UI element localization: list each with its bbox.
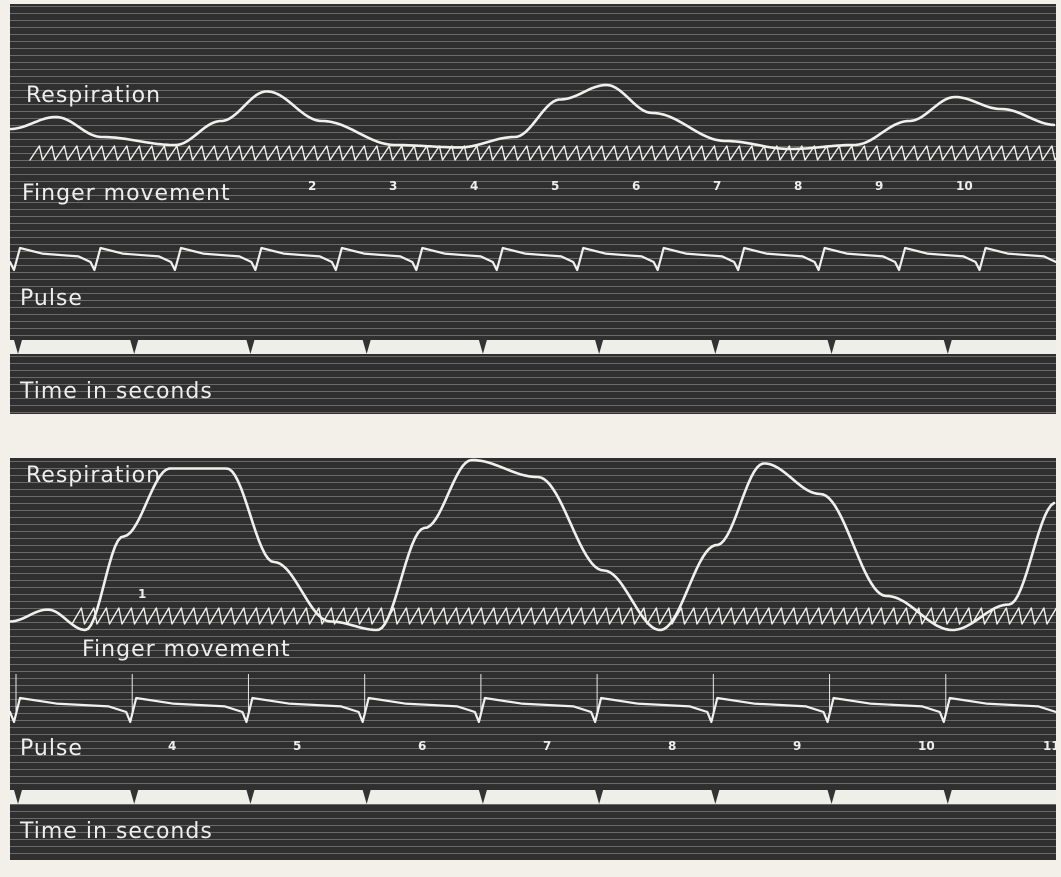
- second-marker: [711, 790, 720, 804]
- pulse-count-number: 11: [1043, 739, 1060, 753]
- second-marker: [14, 790, 22, 804]
- finger-movement-trace: [29, 145, 1061, 161]
- finger-movement-label: Finger movement: [82, 637, 291, 662]
- finger-count-number: 1: [138, 587, 146, 601]
- finger-count-number: 5: [551, 179, 559, 193]
- time-band: [10, 790, 1056, 804]
- finger-count-number: 8: [794, 179, 802, 193]
- second-marker: [711, 340, 720, 354]
- second-marker: [130, 790, 139, 804]
- second-marker: [595, 790, 604, 804]
- finger-movement-label: Finger movement: [22, 181, 231, 206]
- pulse-trace: [8, 246, 1058, 272]
- pulse-label: Pulse: [20, 286, 83, 311]
- second-marker: [943, 340, 952, 354]
- second-marker: [478, 790, 487, 804]
- second-marker: [478, 340, 487, 354]
- finger-count-number: 6: [632, 179, 640, 193]
- second-marker: [14, 340, 22, 354]
- pulse-count-number: 9: [793, 739, 801, 753]
- pulse-count-number: 6: [418, 739, 426, 753]
- respiration-trace: [8, 458, 1056, 632]
- second-marker: [246, 790, 255, 804]
- finger-count-number: 2: [308, 179, 316, 193]
- pulse-count-number: 5: [293, 739, 301, 753]
- second-marker: [246, 340, 255, 354]
- respiration-trace: [8, 83, 1056, 151]
- second-marker: [827, 790, 836, 804]
- pulse-label: Pulse: [20, 736, 83, 761]
- finger-count-number: 10: [956, 179, 973, 193]
- pulse-trace: [8, 696, 1058, 724]
- time-band: [10, 340, 1056, 354]
- second-marker: [362, 340, 371, 354]
- pulse-count-number: 8: [668, 739, 676, 753]
- finger-count-number: 3: [389, 179, 397, 193]
- second-marker: [130, 340, 139, 354]
- second-marker: [362, 790, 371, 804]
- finger-movement-trace: [71, 607, 1061, 625]
- pulse-count-number: 4: [168, 739, 176, 753]
- pulse-count-number: 10: [918, 739, 935, 753]
- second-marker: [595, 340, 604, 354]
- pulse-count-number: 7: [543, 739, 551, 753]
- respiration-label: Respiration: [26, 463, 161, 488]
- second-marker: [827, 340, 836, 354]
- finger-count-number: 7: [713, 179, 721, 193]
- second-marker: [943, 790, 952, 804]
- time-label: Time in seconds: [19, 819, 213, 844]
- finger-count-number: 9: [875, 179, 883, 193]
- finger-count-number: 4: [470, 179, 478, 193]
- time-label: Time in seconds: [19, 379, 213, 404]
- respiration-label: Respiration: [26, 83, 161, 108]
